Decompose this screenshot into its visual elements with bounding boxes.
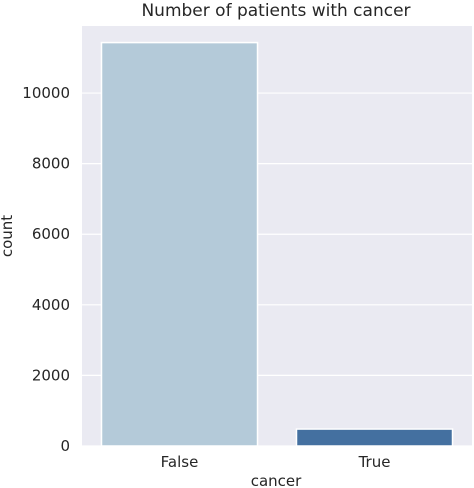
bars [100,41,454,447]
y-tick-label: 10000 [22,84,70,102]
y-tick-label: 0 [60,437,70,455]
x-tick-label: False [161,453,199,471]
y-tick-label: 2000 [32,366,70,384]
y-tick-label: 4000 [32,296,70,314]
x-tick-label: True [358,453,391,471]
bar-true [295,428,454,447]
y-axis-ticks: 0 2000 4000 6000 8000 10000 [22,84,70,455]
bar-false [100,41,259,447]
y-axis-label: count [0,215,16,257]
x-axis-ticks: False True [161,453,391,471]
x-axis-label: cancer [251,472,302,488]
y-tick-label: 6000 [32,225,70,243]
chart-title: Number of patients with cancer [141,1,410,21]
y-tick-label: 8000 [32,155,70,173]
